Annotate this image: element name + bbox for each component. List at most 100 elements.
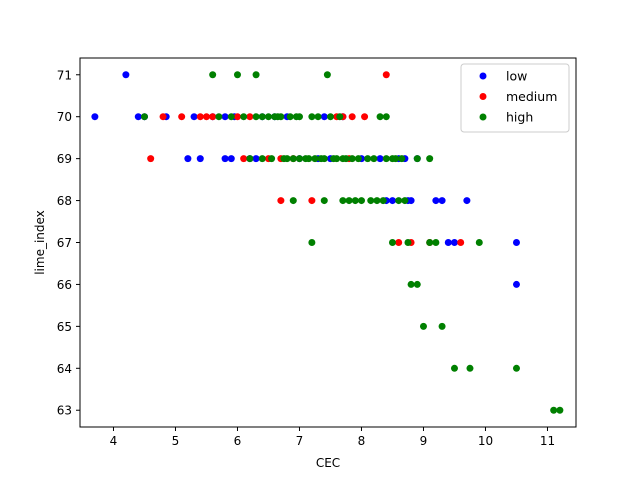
data-point	[475, 239, 483, 246]
data-point	[512, 364, 520, 372]
data-point	[395, 239, 403, 246]
x-tick-label: 7	[296, 434, 304, 448]
data-point	[348, 113, 356, 121]
data-point	[233, 71, 241, 79]
data-point	[308, 197, 316, 205]
y-tick-label: 69	[57, 152, 72, 166]
data-point	[512, 239, 520, 246]
data-point	[202, 113, 210, 121]
x-tick-label: 11	[540, 434, 555, 448]
legend-marker-low	[479, 72, 487, 80]
x-axis-label: CEC	[316, 456, 340, 470]
data-point	[407, 197, 415, 205]
data-point	[258, 155, 266, 163]
y-tick-label: 64	[57, 362, 72, 376]
data-point	[277, 113, 285, 121]
data-point	[326, 113, 334, 121]
data-point	[336, 113, 344, 121]
data-point	[196, 113, 204, 121]
data-point	[351, 197, 359, 205]
data-point	[190, 113, 198, 121]
legend-frame	[460, 63, 570, 133]
y-tick-label: 63	[57, 404, 72, 418]
data-point	[221, 113, 229, 121]
data-point	[401, 197, 409, 205]
data-point	[444, 239, 452, 246]
data-point	[311, 155, 319, 163]
y-axis-label: lime_index	[33, 210, 47, 275]
x-tick-label: 5	[172, 434, 180, 448]
data-point	[122, 71, 130, 79]
data-point	[196, 155, 204, 163]
plot-frame	[79, 57, 577, 428]
data-point	[354, 155, 362, 163]
legend-marker-high	[479, 113, 487, 121]
data-point	[258, 113, 266, 121]
data-point	[252, 113, 260, 121]
x-tick-label: 10	[478, 434, 493, 448]
data-point	[308, 239, 316, 246]
data-point	[295, 155, 303, 163]
data-point	[392, 155, 400, 163]
series-high	[140, 71, 564, 414]
data-point	[289, 197, 297, 205]
data-point	[388, 197, 396, 205]
data-point	[308, 113, 316, 121]
data-point	[450, 239, 458, 246]
data-point	[283, 155, 291, 163]
legend-marker-medium	[479, 93, 487, 100]
y-tick-label: 65	[57, 320, 72, 334]
data-point	[209, 113, 217, 121]
data-point	[376, 113, 384, 121]
data-point	[252, 155, 260, 163]
data-point	[556, 406, 564, 414]
data-points	[91, 71, 564, 414]
data-point	[379, 197, 387, 205]
data-point	[286, 113, 294, 121]
x-tick-label: 4	[110, 434, 118, 448]
data-point	[178, 113, 186, 121]
data-point	[382, 113, 390, 121]
data-point	[240, 155, 248, 163]
data-point	[370, 155, 378, 163]
data-point	[221, 155, 229, 163]
data-point	[264, 113, 272, 121]
data-point	[413, 280, 421, 288]
data-point	[348, 155, 356, 163]
data-point	[376, 155, 384, 163]
data-point	[438, 197, 446, 205]
data-point	[361, 113, 369, 121]
data-point	[382, 71, 390, 79]
data-point	[550, 406, 558, 414]
data-point	[215, 113, 223, 121]
data-point	[395, 197, 403, 205]
data-point	[320, 155, 328, 163]
data-point	[339, 197, 347, 205]
data-point	[364, 155, 372, 163]
data-point	[227, 113, 235, 121]
data-point	[209, 71, 217, 79]
data-point	[457, 239, 465, 246]
data-point	[463, 197, 471, 205]
data-point	[323, 71, 331, 79]
data-point	[333, 155, 341, 163]
x-tick-label: 6	[234, 434, 242, 448]
y-tick-label: 70	[57, 110, 72, 124]
data-point	[233, 113, 241, 121]
y-tick-label: 67	[57, 236, 72, 250]
data-point	[367, 197, 375, 205]
legend-label-medium: medium	[506, 89, 557, 104]
data-point	[252, 71, 260, 79]
x-axis-ticks: 4 5 6 7 8 9 10 11	[110, 427, 555, 448]
legend-label-high: high	[506, 110, 533, 125]
data-point	[184, 155, 192, 163]
data-point	[345, 197, 353, 205]
data-point	[268, 155, 276, 163]
data-point	[295, 113, 303, 121]
data-point	[398, 155, 406, 163]
data-point	[466, 364, 474, 372]
y-tick-label: 68	[57, 194, 72, 208]
data-point	[342, 155, 350, 163]
legend: low medium high	[460, 63, 570, 133]
data-point	[314, 113, 322, 121]
